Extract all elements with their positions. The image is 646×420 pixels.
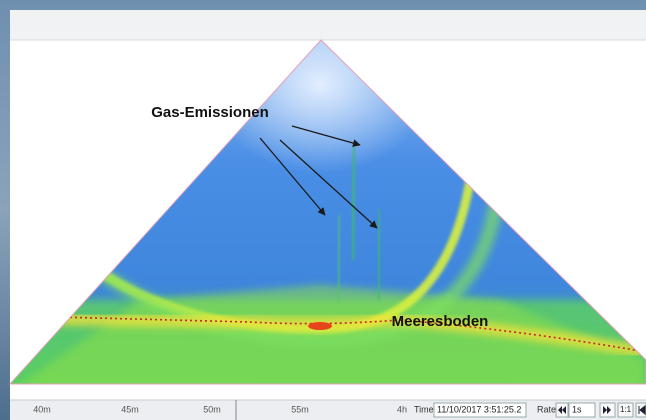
gas-plume bbox=[336, 214, 342, 301]
scale-label: 55m bbox=[291, 404, 309, 414]
rewind-icon bbox=[558, 406, 566, 414]
side-lobe-arc-outer bbox=[65, 169, 507, 348]
arrow bbox=[291, 125, 361, 147]
rate-label: Rate: bbox=[537, 404, 559, 414]
forward-icon bbox=[603, 406, 611, 414]
rate-value: 1s bbox=[572, 404, 582, 414]
scale-labels: 40m 45m 50m 55m 4h bbox=[33, 404, 407, 414]
zoom-button[interactable] bbox=[617, 402, 634, 418]
end-icon bbox=[638, 404, 646, 416]
seabed-line bbox=[19, 315, 646, 353]
time-label: Time: bbox=[414, 404, 436, 414]
zoom-label: 1:1 bbox=[620, 405, 632, 414]
time-field[interactable] bbox=[433, 402, 527, 418]
sonar-fan bbox=[10, 40, 646, 384]
seabed-hotspot bbox=[308, 322, 332, 330]
fan-border bbox=[8, 39, 646, 385]
arrow bbox=[259, 137, 326, 216]
scale-label: 40m bbox=[33, 404, 51, 414]
annotation: Gas-Emissionen bbox=[151, 104, 269, 121]
arrow bbox=[279, 139, 378, 229]
scale-label: 50m bbox=[203, 404, 221, 414]
scale-label: 4h bbox=[397, 404, 407, 414]
scale-label: 45m bbox=[121, 404, 139, 414]
rate-field[interactable] bbox=[568, 402, 596, 418]
time-value: 11/10/2017 3:51:25.2 bbox=[437, 404, 521, 414]
toolbar bbox=[10, 10, 646, 40]
annotation: Meeresboden bbox=[392, 313, 489, 330]
gas-plume bbox=[349, 144, 358, 261]
gas-plume bbox=[376, 209, 382, 301]
